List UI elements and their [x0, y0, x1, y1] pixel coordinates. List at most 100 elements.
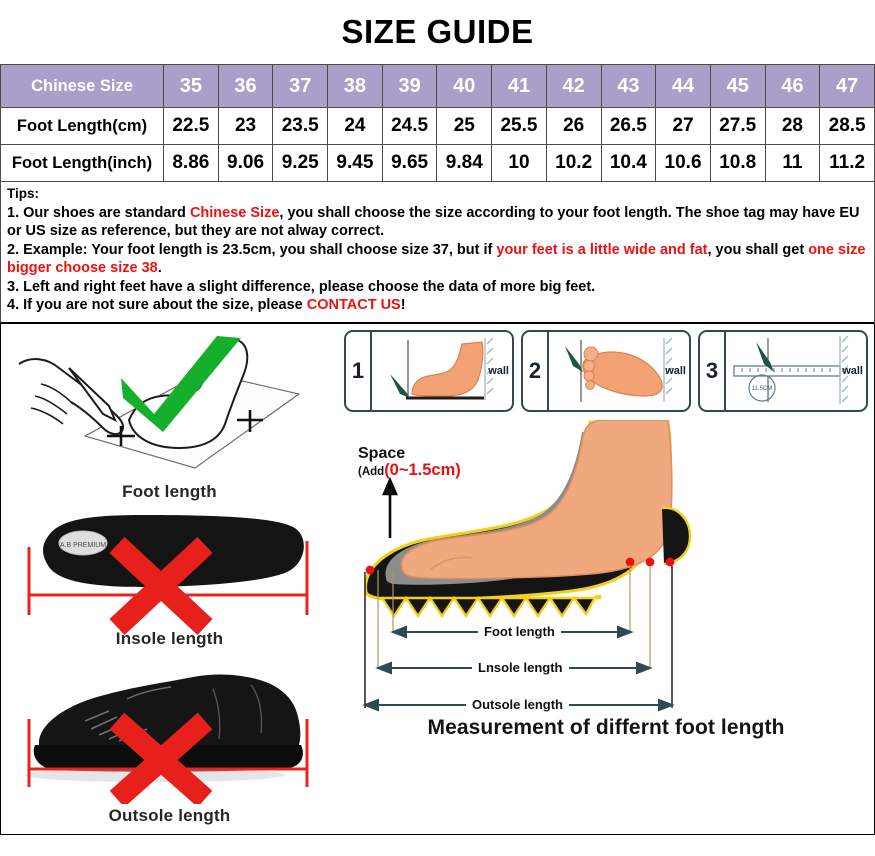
- table-cell: 42: [545, 64, 602, 108]
- step-number: 2: [523, 331, 549, 410]
- table-cell: 40: [436, 64, 493, 108]
- table-row-chinese-size: Chinese Size 35 36 37 38 39 40 41 42 43 …: [0, 64, 875, 108]
- table-cell: 9.06: [217, 144, 274, 182]
- page-title: SIZE GUIDE: [341, 13, 534, 50]
- table-cell: 9.65: [381, 144, 438, 182]
- table-cell: 27.5: [709, 107, 766, 145]
- wall-label: wall: [488, 364, 509, 377]
- table-cell: 43: [600, 64, 657, 108]
- table-cell: 24.5: [381, 107, 438, 145]
- tips-item-2-highlight-1: your feet is a little wide and fat: [496, 241, 708, 258]
- table-cell: 11: [764, 144, 821, 182]
- tips-item-2-highlight-2: one size bigger choose size 38: [7, 241, 866, 277]
- table-cell: 37: [272, 64, 329, 108]
- step-1-artwork: [372, 332, 512, 410]
- space-label-prefix: (Add: [358, 465, 385, 478]
- tips-item-1: 1. Our shoes are standard Chinese Size, …: [7, 204, 868, 241]
- red-cross-mark: [109, 712, 213, 804]
- tips-item-2-part-a: 2. Example: Your foot length is 23.5cm, …: [7, 241, 497, 258]
- tips-section: Tips: 1. Our shoes are standard Chinese …: [0, 182, 875, 324]
- row-label-foot-length-inch: Foot Length(inch): [0, 144, 164, 182]
- measure-step-1: 1: [344, 329, 514, 412]
- step-number: 1: [346, 331, 372, 410]
- tips-item-1-part-a: 1. Our shoes are standard: [7, 204, 190, 221]
- table-cell: 39: [381, 64, 438, 108]
- red-cross-mark: [109, 536, 213, 635]
- svg-text:A.B PREMIUM: A.B PREMIUM: [60, 542, 106, 549]
- table-cell: 41: [491, 64, 547, 108]
- tips-item-1-highlight: Chinese Size: [189, 204, 280, 221]
- space-label-value: (0~1.5cm): [384, 460, 461, 479]
- table-cell: 25: [436, 107, 493, 145]
- tips-item-2: 2. Example: Your foot length is 23.5cm, …: [7, 241, 868, 278]
- diagram-title: Measurement of differnt foot length: [427, 715, 785, 739]
- table-cell: 9.84: [436, 144, 493, 182]
- table-cell: 36: [217, 64, 274, 108]
- step-2-artwork: [549, 332, 689, 410]
- table-cell: 10.8: [709, 144, 766, 182]
- dim-label-insole-length: Lnsole length: [472, 659, 569, 675]
- table-cell: 28.5: [819, 107, 875, 145]
- wall-label: wall: [842, 364, 863, 377]
- row-label-chinese-size: Chinese Size: [0, 64, 164, 108]
- table-cell: 25.5: [491, 107, 547, 145]
- step-number: 3: [700, 331, 726, 410]
- measure-step-3: 3: [698, 329, 868, 412]
- table-cell: 44: [655, 64, 711, 108]
- table-cell: 46: [764, 64, 821, 108]
- table-cell: 35: [163, 64, 219, 108]
- illustration-column-right: 1: [338, 324, 874, 834]
- table-cell: 10.4: [600, 144, 657, 182]
- contact-us-link[interactable]: CONTACT US: [306, 297, 401, 313]
- table-cell: 23: [217, 107, 274, 145]
- wall-label: wall: [665, 364, 686, 377]
- ruler-measure-value: 11.5CM: [752, 386, 773, 392]
- table-cell: 10.2: [545, 144, 602, 182]
- table-cell: 9.45: [327, 144, 383, 182]
- table-cell: 22.5: [163, 107, 219, 145]
- measure-step-2: 2: [521, 329, 691, 412]
- table-row-foot-length-cm: Foot Length(cm) 22.5 23 23.5 24 24.5 25 …: [0, 107, 875, 145]
- table-cell: 10.6: [655, 144, 711, 182]
- illustrations-section: Foot length A.B PREMIUM: [0, 323, 875, 835]
- table-cell: 45: [709, 64, 766, 108]
- measure-steps-strip: 1: [344, 329, 868, 412]
- table-cell: 8.86: [163, 144, 219, 182]
- illustration-column-left: Foot length A.B PREMIUM: [1, 324, 338, 834]
- table-cell: 27: [655, 107, 711, 145]
- size-table: Chinese Size 35 36 37 38 39 40 41 42 43 …: [0, 64, 875, 182]
- tips-item-2-part-b: , you shall get: [707, 241, 809, 258]
- space-label-line2: (Add(0~1.5cm): [358, 461, 461, 480]
- outsole-illustration: [5, 659, 335, 804]
- table-row-foot-length-inch: Foot Length(inch) 8.86 9.06 9.25 9.45 9.…: [0, 144, 875, 182]
- foot-measurement-diagram: Space (Add(0~1.5cm) Foot length Lnsole l…: [338, 419, 874, 750]
- table-cell: 26.5: [600, 107, 657, 145]
- tips-item-2-part-c: .: [157, 260, 162, 276]
- table-cell: 9.25: [272, 144, 329, 182]
- tips-item-4-part-a: 4. If you are not sure about the size, p…: [7, 297, 307, 313]
- table-cell: 10: [491, 144, 547, 182]
- tips-item-4-part-b: !: [400, 297, 406, 313]
- caption-insole-length: Insole length: [115, 628, 224, 648]
- tips-item-3: 3. Left and right feet have a slight dif…: [7, 278, 596, 295]
- table-cell: 23.5: [272, 107, 329, 145]
- foot-tracing-illustration: [11, 328, 331, 480]
- dim-label-outsole-length: Outsole length: [466, 696, 569, 712]
- caption-outsole-length: Outsole length: [108, 805, 231, 825]
- space-add-label: Space (Add(0~1.5cm): [358, 444, 461, 480]
- step-3-artwork: 11.5CM: [726, 332, 866, 410]
- table-cell: 38: [327, 64, 383, 108]
- tips-heading: Tips:: [7, 186, 40, 201]
- tips-item-1-part-b: , you shall choose the size according to…: [7, 204, 860, 240]
- table-cell: 24: [327, 107, 383, 145]
- tips-item-4: 4. If you are not sure about the size, p…: [7, 296, 868, 315]
- space-label-line1: Space: [358, 444, 406, 462]
- row-label-foot-length-cm: Foot Length(cm): [0, 107, 164, 145]
- dim-label-foot-length: Foot length: [478, 623, 561, 639]
- table-cell: 28: [764, 107, 821, 145]
- page-title-bar: SIZE GUIDE: [0, 0, 875, 64]
- caption-foot-length: Foot length: [122, 481, 217, 501]
- table-cell: 26: [545, 107, 602, 145]
- table-cell: 11.2: [819, 144, 875, 182]
